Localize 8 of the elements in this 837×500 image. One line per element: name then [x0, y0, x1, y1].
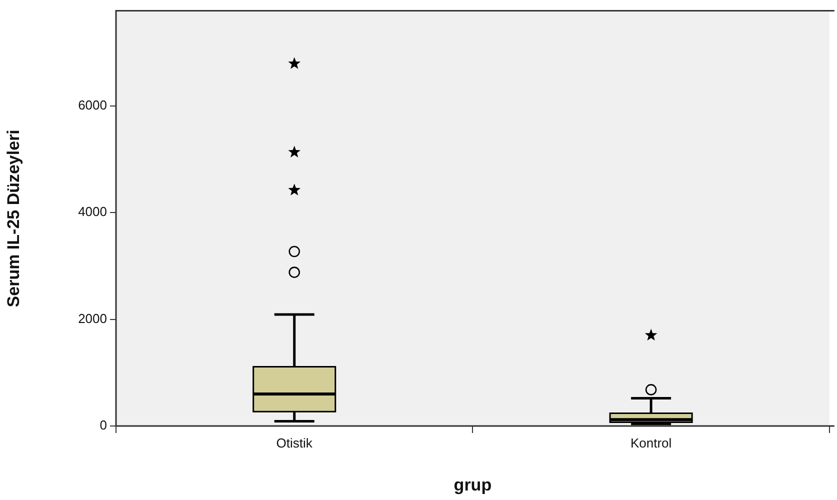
y-tick-label: 0: [100, 418, 107, 433]
y-tick-label: 2000: [78, 310, 107, 326]
y-tick-label: 4000: [78, 204, 107, 220]
y-axis-title: Serum IL-25 Düzeyleri: [4, 130, 23, 308]
y-tick-label: 6000: [78, 97, 107, 112]
x-tick-label: Kontrol: [630, 435, 672, 450]
x-tick-label: Otistik: [276, 435, 313, 450]
x-axis-title: grup: [454, 475, 492, 494]
